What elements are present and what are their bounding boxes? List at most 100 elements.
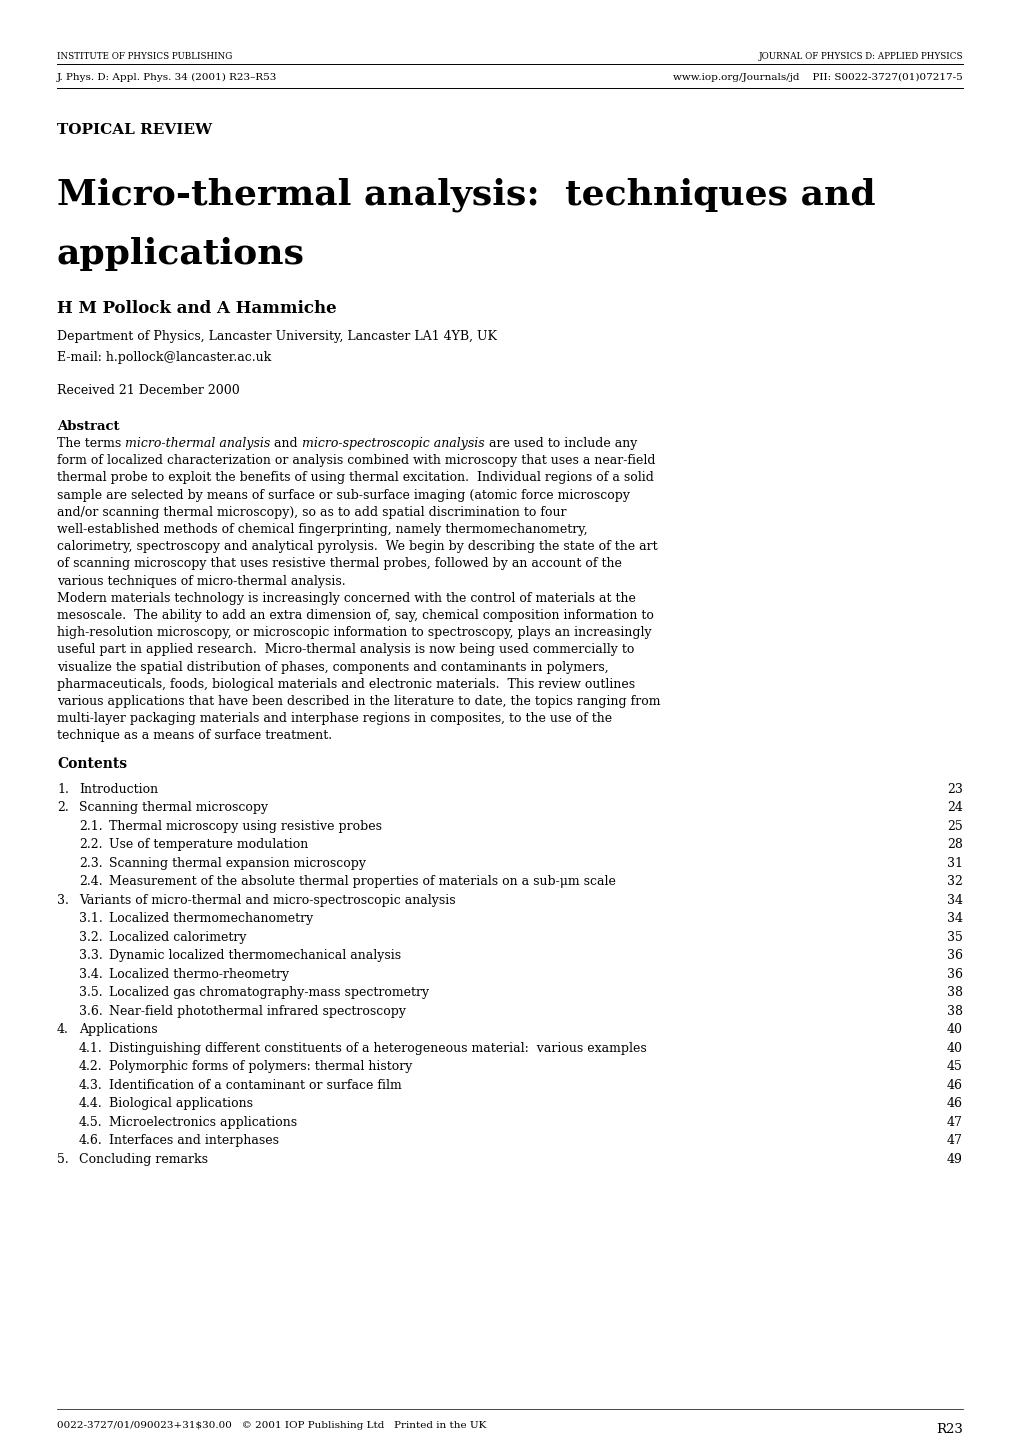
Text: 2.: 2. bbox=[57, 801, 68, 814]
Text: Variants of micro-thermal and micro-spectroscopic analysis: Variants of micro-thermal and micro-spec… bbox=[78, 893, 455, 906]
Text: Micro-thermal analysis:  techniques and: Micro-thermal analysis: techniques and bbox=[57, 179, 874, 212]
Text: useful part in applied research.  Micro-thermal analysis is now being used comme: useful part in applied research. Micro-t… bbox=[57, 643, 634, 657]
Text: J. Phys. D: Appl. Phys. 34 (2001) R23–R53: J. Phys. D: Appl. Phys. 34 (2001) R23–R5… bbox=[57, 73, 277, 82]
Text: and: and bbox=[270, 437, 302, 450]
Text: 3.1.: 3.1. bbox=[78, 912, 103, 925]
Text: Dynamic localized thermomechanical analysis: Dynamic localized thermomechanical analy… bbox=[109, 950, 400, 963]
Text: multi-layer packaging materials and interphase regions in composites, to the use: multi-layer packaging materials and inte… bbox=[57, 712, 611, 725]
Text: are used to include any: are used to include any bbox=[484, 437, 637, 450]
Text: Localized gas chromatography-mass spectrometry: Localized gas chromatography-mass spectr… bbox=[109, 986, 429, 999]
Text: 2.2.: 2.2. bbox=[78, 839, 102, 852]
Text: micro-thermal analysis: micro-thermal analysis bbox=[125, 437, 270, 450]
Text: 4.6.: 4.6. bbox=[78, 1134, 103, 1147]
Text: Department of Physics, Lancaster University, Lancaster LA1 4YB, UK: Department of Physics, Lancaster Univers… bbox=[57, 330, 496, 343]
Text: applications: applications bbox=[57, 236, 305, 271]
Text: 3.4.: 3.4. bbox=[78, 967, 103, 980]
Text: thermal probe to exploit the benefits of using thermal excitation.  Individual r: thermal probe to exploit the benefits of… bbox=[57, 471, 653, 484]
Text: 36: 36 bbox=[946, 950, 962, 963]
Text: E-mail: h.pollock@lancaster.ac.uk: E-mail: h.pollock@lancaster.ac.uk bbox=[57, 352, 271, 365]
Text: 24: 24 bbox=[947, 801, 962, 814]
Text: Localized thermomechanometry: Localized thermomechanometry bbox=[109, 912, 313, 925]
Text: H M Pollock and A Hammiche: H M Pollock and A Hammiche bbox=[57, 300, 336, 317]
Text: of scanning microscopy that uses resistive thermal probes, followed by an accoun: of scanning microscopy that uses resisti… bbox=[57, 558, 622, 571]
Text: Modern materials technology is increasingly concerned with the control of materi: Modern materials technology is increasin… bbox=[57, 592, 635, 605]
Text: 38: 38 bbox=[946, 1004, 962, 1017]
Text: Distinguishing different constituents of a heterogeneous material:  various exam: Distinguishing different constituents of… bbox=[109, 1042, 646, 1055]
Text: Received 21 December 2000: Received 21 December 2000 bbox=[57, 383, 239, 398]
Text: Near-field photothermal infrared spectroscopy: Near-field photothermal infrared spectro… bbox=[109, 1004, 406, 1017]
Text: high-resolution microscopy, or microscopic information to spectroscopy, plays an: high-resolution microscopy, or microscop… bbox=[57, 627, 651, 640]
Text: JOURNAL OF PHYSICS D: APPLIED PHYSICS: JOURNAL OF PHYSICS D: APPLIED PHYSICS bbox=[758, 52, 962, 61]
Text: Localized thermo-rheometry: Localized thermo-rheometry bbox=[109, 967, 288, 980]
Text: 36: 36 bbox=[946, 967, 962, 980]
Text: TOPICAL REVIEW: TOPICAL REVIEW bbox=[57, 122, 212, 137]
Text: 35: 35 bbox=[947, 931, 962, 944]
Text: Applications: Applications bbox=[78, 1023, 158, 1036]
Text: Concluding remarks: Concluding remarks bbox=[78, 1153, 208, 1166]
Text: pharmaceuticals, foods, biological materials and electronic materials.  This rev: pharmaceuticals, foods, biological mater… bbox=[57, 677, 635, 690]
Text: Use of temperature modulation: Use of temperature modulation bbox=[109, 839, 308, 852]
Text: 2.4.: 2.4. bbox=[78, 875, 103, 888]
Text: 47: 47 bbox=[947, 1115, 962, 1128]
Text: calorimetry, spectroscopy and analytical pyrolysis.  We begin by describing the : calorimetry, spectroscopy and analytical… bbox=[57, 540, 657, 553]
Text: 38: 38 bbox=[946, 986, 962, 999]
Text: form of localized characterization or analysis combined with microscopy that use: form of localized characterization or an… bbox=[57, 454, 655, 467]
Text: The terms: The terms bbox=[57, 437, 125, 450]
Text: 3.: 3. bbox=[57, 893, 69, 906]
Text: Identification of a contaminant or surface film: Identification of a contaminant or surfa… bbox=[109, 1079, 401, 1092]
Text: Thermal microscopy using resistive probes: Thermal microscopy using resistive probe… bbox=[109, 820, 382, 833]
Text: 3.2.: 3.2. bbox=[78, 931, 103, 944]
Text: 5.: 5. bbox=[57, 1153, 68, 1166]
Text: various applications that have been described in the literature to date, the top: various applications that have been desc… bbox=[57, 695, 660, 708]
Text: sample are selected by means of surface or sub-surface imaging (atomic force mic: sample are selected by means of surface … bbox=[57, 488, 630, 501]
Text: 4.2.: 4.2. bbox=[78, 1061, 103, 1074]
Text: 34: 34 bbox=[946, 893, 962, 906]
Text: Polymorphic forms of polymers: thermal history: Polymorphic forms of polymers: thermal h… bbox=[109, 1061, 412, 1074]
Text: R23: R23 bbox=[935, 1424, 962, 1437]
Text: 4.3.: 4.3. bbox=[78, 1079, 103, 1092]
Text: well-established methods of chemical fingerprinting, namely thermomechanometry,: well-established methods of chemical fin… bbox=[57, 523, 587, 536]
Text: 49: 49 bbox=[947, 1153, 962, 1166]
Text: Scanning thermal microscopy: Scanning thermal microscopy bbox=[78, 801, 268, 814]
Text: INSTITUTE OF PHYSICS PUBLISHING: INSTITUTE OF PHYSICS PUBLISHING bbox=[57, 52, 232, 61]
Text: Scanning thermal expansion microscopy: Scanning thermal expansion microscopy bbox=[109, 856, 366, 869]
Text: Biological applications: Biological applications bbox=[109, 1097, 253, 1110]
Text: Microelectronics applications: Microelectronics applications bbox=[109, 1115, 297, 1128]
Text: 3.5.: 3.5. bbox=[78, 986, 103, 999]
Text: Interfaces and interphases: Interfaces and interphases bbox=[109, 1134, 279, 1147]
Text: visualize the spatial distribution of phases, components and contaminants in pol: visualize the spatial distribution of ph… bbox=[57, 660, 608, 673]
Text: 4.5.: 4.5. bbox=[78, 1115, 103, 1128]
Text: 40: 40 bbox=[946, 1023, 962, 1036]
Text: micro-spectroscopic analysis: micro-spectroscopic analysis bbox=[302, 437, 484, 450]
Text: 34: 34 bbox=[946, 912, 962, 925]
Text: 47: 47 bbox=[947, 1134, 962, 1147]
Text: 40: 40 bbox=[946, 1042, 962, 1055]
Text: 1.: 1. bbox=[57, 782, 69, 795]
Text: 25: 25 bbox=[947, 820, 962, 833]
Text: Localized calorimetry: Localized calorimetry bbox=[109, 931, 247, 944]
Text: 4.: 4. bbox=[57, 1023, 69, 1036]
Text: mesoscale.  The ability to add an extra dimension of, say, chemical composition : mesoscale. The ability to add an extra d… bbox=[57, 610, 653, 623]
Text: 46: 46 bbox=[946, 1097, 962, 1110]
Text: Measurement of the absolute thermal properties of materials on a sub-μm scale: Measurement of the absolute thermal prop… bbox=[109, 875, 615, 888]
Text: 46: 46 bbox=[946, 1079, 962, 1092]
Text: 45: 45 bbox=[947, 1061, 962, 1074]
Text: 32: 32 bbox=[947, 875, 962, 888]
Text: 3.6.: 3.6. bbox=[78, 1004, 103, 1017]
Text: 28: 28 bbox=[947, 839, 962, 852]
Text: www.iop.org/Journals/jd    PII: S0022-3727(01)07217-5: www.iop.org/Journals/jd PII: S0022-3727(… bbox=[673, 73, 962, 82]
Text: 4.4.: 4.4. bbox=[78, 1097, 103, 1110]
Text: 31: 31 bbox=[946, 856, 962, 869]
Text: and/or scanning thermal microscopy), so as to add spatial discrimination to four: and/or scanning thermal microscopy), so … bbox=[57, 506, 566, 519]
Text: Contents: Contents bbox=[57, 757, 127, 771]
Text: technique as a means of surface treatment.: technique as a means of surface treatmen… bbox=[57, 729, 332, 742]
Text: Introduction: Introduction bbox=[78, 782, 158, 795]
Text: 3.3.: 3.3. bbox=[78, 950, 103, 963]
Text: Abstract: Abstract bbox=[57, 419, 119, 432]
Text: 23: 23 bbox=[947, 782, 962, 795]
Text: 2.1.: 2.1. bbox=[78, 820, 103, 833]
Text: various techniques of micro-thermal analysis.: various techniques of micro-thermal anal… bbox=[57, 575, 345, 588]
Text: 2.3.: 2.3. bbox=[78, 856, 103, 869]
Text: 0022-3727/01/090023+31$30.00   © 2001 IOP Publishing Ltd   Printed in the UK: 0022-3727/01/090023+31$30.00 © 2001 IOP … bbox=[57, 1421, 486, 1429]
Text: 4.1.: 4.1. bbox=[78, 1042, 103, 1055]
